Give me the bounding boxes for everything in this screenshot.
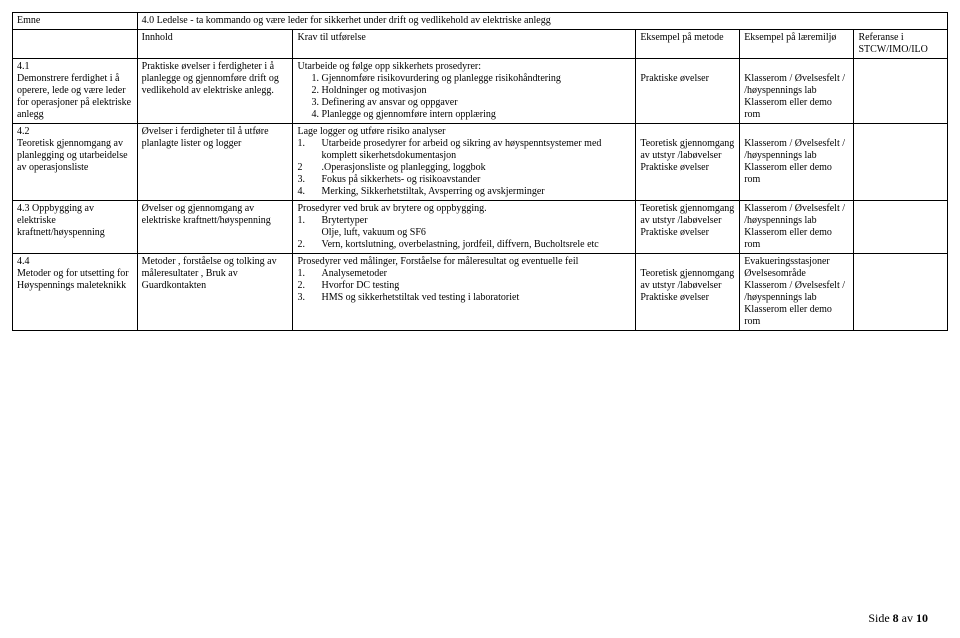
miljo-cell: Evakueringsstasjoner Øvelsesområde Klass… (740, 254, 854, 331)
miljo-text: Klasserom / Øvelsesfelt / /høyspennings … (744, 203, 845, 250)
metode-cell: Teoretisk gjennomgang av utstyr /labøvel… (636, 254, 740, 331)
krav-cell: Prosedyrer ved målinger, Forståelse for … (293, 254, 636, 331)
innhold-cell: Øvelser i ferdigheter til å utføre planl… (137, 124, 293, 201)
footer-total: 10 (916, 611, 928, 625)
krav-item: 2.Operasjonsliste og planlegging, loggbo… (297, 162, 631, 174)
emne-cell: 4.1 Demonstrere ferdighet i å operere, l… (13, 59, 138, 124)
krav-intro: Prosedyrer ved målinger, Forståelse for … (297, 256, 631, 268)
miljo-header: Eksempel på læremiljø (740, 30, 854, 59)
metode-text: Teoretisk gjennomgang av utstyr /labøvel… (640, 203, 734, 238)
krav-cell: Utarbeide og følge opp sikkerhets prosed… (293, 59, 636, 124)
item-num: 2. (297, 239, 321, 251)
item-num: 2. (297, 280, 321, 292)
emne-cell: 4.3 Oppbygging av elektriske kraftnett/h… (13, 201, 138, 254)
metode-text: Praktiske øvelser (640, 73, 709, 84)
krav-item: Definering av ansvar og oppgaver (321, 97, 631, 109)
innhold-cell: Praktiske øvelser i ferdigheter i å plan… (137, 59, 293, 124)
ref-cell (854, 201, 948, 254)
metode-cell: Teoretisk gjennomgang av utstyr /labøvel… (636, 124, 740, 201)
krav-cell: Prosedyrer ved bruk av brytere og oppbyg… (293, 201, 636, 254)
table-row: 4.2 Teoretisk gjennomgang av planlegging… (13, 124, 948, 201)
item-text: Merking, Sikkerhetstiltak, Avsperring og… (321, 186, 544, 198)
item-text: Hvorfor DC testing (321, 280, 399, 292)
title-row: Emne 4.0 Ledelse - ta kommando og være l… (13, 13, 948, 30)
krav-intro: Prosedyrer ved bruk av brytere og oppbyg… (297, 203, 631, 215)
document-table: Emne 4.0 Ledelse - ta kommando og være l… (12, 12, 948, 331)
title-cell: 4.0 Ledelse - ta kommando og være leder … (137, 13, 947, 30)
innhold-header: Innhold (137, 30, 293, 59)
item-text: .Operasjonsliste og planlegging, loggbok (321, 162, 485, 174)
item-num: 2 (297, 162, 321, 174)
krav-cell: Lage logger og utføre risiko analyser 1.… (293, 124, 636, 201)
krav-intro: Utarbeide og følge opp sikkerhets prosed… (297, 61, 631, 73)
table-row: 4.1 Demonstrere ferdighet i å operere, l… (13, 59, 948, 124)
krav-item: 3.Fokus på sikkerhets- og risikoavstande… (297, 174, 631, 186)
ref-cell (854, 124, 948, 201)
ref-header: Referanse i STCW/IMO/ILO (854, 30, 948, 59)
metode-cell: Teoretisk gjennomgang av utstyr /labøvel… (636, 201, 740, 254)
item-text: Fokus på sikkerhets- og risikoavstander (321, 174, 480, 186)
item-text: HMS og sikkerhetstiltak ved testing i la… (321, 292, 519, 304)
emne-cell: 4.4 Metoder og for utsetting for Høyspen… (13, 254, 138, 331)
footer-of: av (899, 611, 916, 625)
item-num: 3. (297, 174, 321, 186)
emne-cell: 4.2 Teoretisk gjennomgang av planlegging… (13, 124, 138, 201)
item-text: Brytertyper (321, 215, 367, 227)
krav-item: Gjennomføre risikovurdering og planlegge… (321, 73, 631, 85)
emne-header: Emne (13, 13, 138, 30)
krav-item: 1.Utarbeide prosedyrer for arbeid og sik… (297, 138, 631, 162)
krav-item: Olje, luft, vakuum og SF6 (297, 227, 631, 239)
ref-cell (854, 254, 948, 331)
miljo-cell: Klasserom / Øvelsesfelt / /høyspennings … (740, 201, 854, 254)
metode-header: Eksempel på metode (636, 30, 740, 59)
metode-text: Teoretisk gjennomgang av utstyr /labøvel… (640, 138, 734, 173)
column-header-row: Innhold Krav til utførelse Eksempel på m… (13, 30, 948, 59)
footer-prefix: Side (868, 611, 892, 625)
ref-cell (854, 59, 948, 124)
item-text: Utarbeide prosedyrer for arbeid og sikri… (321, 138, 631, 162)
miljo-text: Evakueringsstasjoner Øvelsesområde Klass… (744, 256, 845, 327)
miljo-text: Klasserom / Øvelsesfelt / /høyspennings … (744, 73, 845, 120)
metode-text: Teoretisk gjennomgang av utstyr /labøvel… (640, 268, 734, 303)
table-row: 4.4 Metoder og for utsetting for Høyspen… (13, 254, 948, 331)
item-text: Olje, luft, vakuum og SF6 (321, 227, 425, 239)
item-num: 1. (297, 138, 321, 162)
krav-item: 4.Merking, Sikkerhetstiltak, Avsperring … (297, 186, 631, 198)
krav-header: Krav til utførelse (293, 30, 636, 59)
krav-intro: Lage logger og utføre risiko analyser (297, 126, 631, 138)
krav-item: 1.Analysemetoder (297, 268, 631, 280)
krav-item: 2.Hvorfor DC testing (297, 280, 631, 292)
item-text: Vern, kortslutning, overbelastning, jord… (321, 239, 598, 251)
item-num: 1. (297, 215, 321, 227)
miljo-text: Klasserom / Øvelsesfelt / /høyspennings … (744, 138, 845, 185)
table-row: 4.3 Oppbygging av elektriske kraftnett/h… (13, 201, 948, 254)
metode-cell: Praktiske øvelser (636, 59, 740, 124)
krav-item: Holdninger og motivasjon (321, 85, 631, 97)
item-text: Analysemetoder (321, 268, 387, 280)
krav-item: 2.Vern, kortslutning, overbelastning, jo… (297, 239, 631, 251)
miljo-cell: Klasserom / Øvelsesfelt / /høyspennings … (740, 59, 854, 124)
krav-item: 3.HMS og sikkerhetstiltak ved testing i … (297, 292, 631, 304)
krav-item: Planlegge og gjennomføre intern opplærin… (321, 109, 631, 121)
miljo-cell: Klasserom / Øvelsesfelt / /høyspennings … (740, 124, 854, 201)
innhold-cell: Metoder , forståelse og tolking av måler… (137, 254, 293, 331)
item-num (297, 227, 321, 239)
page-footer: Side 8 av 10 (12, 611, 948, 626)
krav-item: 1.Brytertyper (297, 215, 631, 227)
item-num: 4. (297, 186, 321, 198)
innhold-cell: Øvelser og gjennomgang av elektriske kra… (137, 201, 293, 254)
blank-header (13, 30, 138, 59)
item-num: 1. (297, 268, 321, 280)
item-num: 3. (297, 292, 321, 304)
krav-list: Gjennomføre risikovurdering og planlegge… (297, 73, 631, 121)
